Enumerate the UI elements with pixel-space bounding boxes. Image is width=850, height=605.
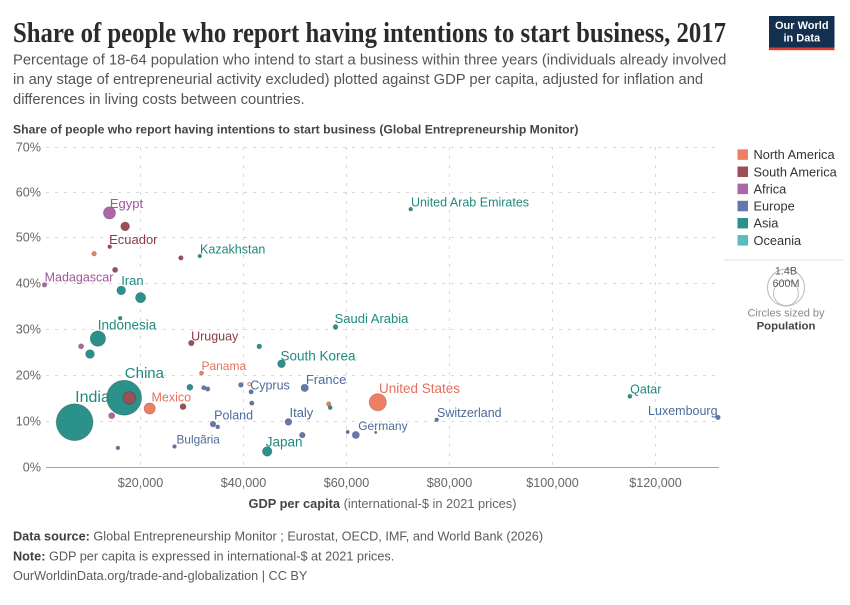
svg-text:United Arab Emirates: United Arab Emirates — [411, 196, 529, 210]
svg-text:in any stage of entrepreneuria: in any stage of entrepreneurial activity… — [13, 72, 703, 88]
svg-text:Our World: Our World — [775, 20, 829, 32]
svg-text:Oceania: Oceania — [754, 233, 803, 248]
svg-text:Kazakhstan: Kazakhstan — [200, 242, 265, 256]
svg-text:China: China — [125, 365, 165, 382]
svg-text:Qatar: Qatar — [630, 383, 661, 397]
svg-text:50%: 50% — [16, 231, 41, 245]
svg-text:South America: South America — [754, 164, 838, 179]
svg-text:0%: 0% — [23, 461, 41, 475]
svg-text:OurWorldinData.org/trade-and-g: OurWorldinData.org/trade-and-globalizati… — [13, 569, 308, 583]
svg-text:Uruguay: Uruguay — [191, 330, 239, 344]
svg-text:600M: 600M — [772, 278, 799, 290]
svg-text:Note: GDP per capita is expres: Note: GDP per capita is expressed in int… — [13, 549, 394, 563]
svg-text:$20,000: $20,000 — [118, 476, 164, 490]
svg-text:GDP per capita (international-: GDP per capita (international-$ in 2021 … — [249, 495, 517, 510]
svg-text:30%: 30% — [16, 323, 41, 337]
svg-text:Population: Population — [757, 321, 816, 333]
svg-text:Bulgãria: Bulgãria — [177, 433, 221, 447]
svg-text:Madagascar: Madagascar — [45, 271, 114, 285]
svg-text:Data source: Global Entreprene: Data source: Global Entrepreneurship Mon… — [13, 530, 543, 544]
svg-text:$80,000: $80,000 — [427, 476, 473, 490]
svg-text:10%: 10% — [16, 415, 41, 429]
svg-text:Egypt: Egypt — [110, 196, 144, 211]
svg-text:differences in living costs be: differences in living costs between coun… — [13, 92, 305, 108]
svg-text:United States: United States — [379, 381, 460, 396]
svg-text:Circles sized by: Circles sized by — [747, 308, 825, 320]
svg-text:Mexico: Mexico — [152, 390, 192, 404]
svg-text:Indonesia: Indonesia — [98, 318, 157, 333]
svg-text:France: France — [306, 372, 346, 387]
svg-text:$100,000: $100,000 — [526, 476, 579, 490]
svg-text:Share of people who report hav: Share of people who report having intent… — [13, 18, 726, 49]
svg-text:Italy: Italy — [289, 405, 313, 420]
svg-text:$40,000: $40,000 — [221, 476, 267, 490]
svg-text:70%: 70% — [16, 141, 41, 155]
svg-text:South Korea: South Korea — [280, 348, 356, 363]
svg-text:North America: North America — [754, 147, 836, 162]
svg-text:Luxembourg: Luxembourg — [648, 404, 718, 418]
svg-text:Germany: Germany — [358, 419, 407, 433]
svg-text:Ecuador: Ecuador — [109, 232, 158, 247]
svg-text:$60,000: $60,000 — [324, 476, 370, 490]
svg-text:India: India — [75, 389, 110, 406]
svg-text:Saudi Arabia: Saudi Arabia — [335, 311, 409, 326]
svg-text:Japan: Japan — [266, 434, 303, 449]
svg-text:Iran: Iran — [121, 273, 143, 288]
svg-text:Percentage of 18-64 population: Percentage of 18-64 population who inten… — [13, 52, 726, 68]
svg-text:Africa: Africa — [754, 181, 788, 196]
svg-text:40%: 40% — [16, 277, 41, 291]
svg-text:20%: 20% — [16, 369, 41, 383]
svg-text:60%: 60% — [16, 186, 41, 200]
svg-text:in Data: in Data — [783, 32, 821, 44]
svg-text:Asia: Asia — [754, 216, 780, 231]
svg-text:Cyprus: Cyprus — [250, 378, 290, 392]
svg-text:Switzerland: Switzerland — [437, 406, 502, 420]
svg-text:$120,000: $120,000 — [629, 476, 682, 490]
svg-text:1.4B: 1.4B — [775, 265, 797, 277]
svg-text:Poland: Poland — [214, 408, 253, 422]
svg-text:Share of people who report hav: Share of people who report having intent… — [13, 123, 578, 137]
svg-text:Europe: Europe — [754, 199, 795, 214]
svg-text:Panama: Panama — [201, 359, 246, 373]
